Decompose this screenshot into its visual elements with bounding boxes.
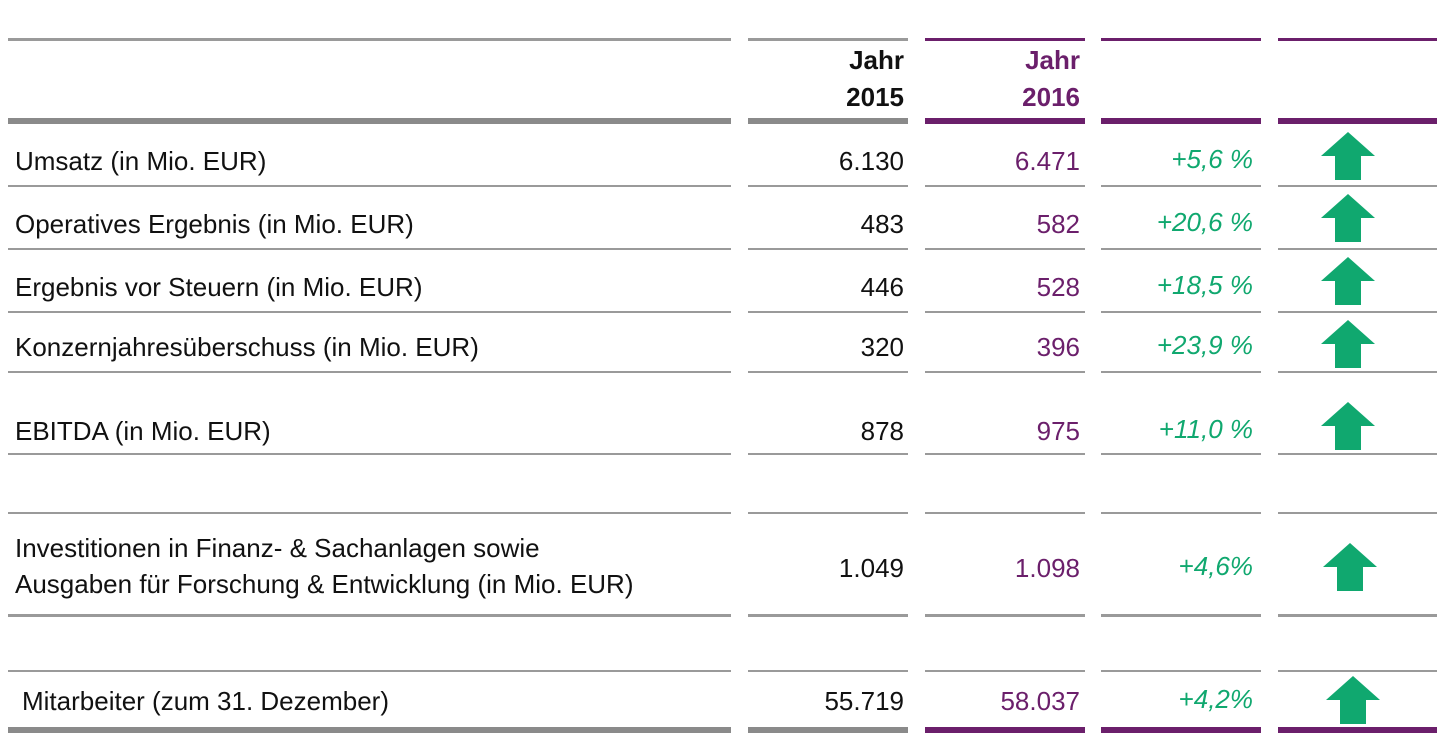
bottom-rule-label [8, 727, 731, 733]
row-change: +23,9 % [1156, 330, 1253, 360]
header-2016-line1: Jahr [1025, 45, 1080, 75]
row-value-2015: 483 [860, 209, 904, 239]
row-rule [748, 311, 908, 313]
row-rule [925, 453, 1085, 455]
row-rule [1278, 311, 1437, 313]
bottom-rule-trend [1278, 727, 1437, 733]
row-value-2016: 58.037 [1000, 686, 1080, 716]
header-2015-line1: Jahr [849, 45, 904, 75]
row-rule [8, 614, 731, 617]
row-rule [1101, 670, 1261, 672]
row-rule [748, 248, 908, 250]
header-2015: Jahr 2015 [846, 42, 904, 116]
row-label: Operatives Ergebnis (in Mio. EUR) [15, 209, 414, 239]
row-rule [1278, 371, 1437, 373]
row-value-2015: 446 [860, 272, 904, 302]
row-value-2015: 1.049 [838, 553, 904, 583]
row-change: +18,5 % [1156, 270, 1253, 300]
row-rule [1101, 248, 1261, 250]
row-label: Mitarbeiter (zum 31. Dezember) [22, 686, 389, 716]
row-value-2015: 878 [860, 416, 904, 446]
up-arrow-icon [1321, 402, 1375, 450]
row-rule [1278, 248, 1437, 250]
top-rule-label [8, 38, 731, 41]
header-rule-trend [1278, 118, 1437, 124]
row-rule [748, 512, 908, 514]
row-rule [1278, 670, 1437, 672]
up-arrow-icon [1326, 676, 1380, 724]
up-arrow-icon [1321, 320, 1375, 368]
top-rule-trend [1278, 38, 1437, 41]
row-change: +5,6 % [1171, 144, 1253, 174]
row-rule [748, 371, 908, 373]
row-value-2016: 528 [1036, 272, 1080, 302]
row-rule [8, 311, 731, 313]
row-rule [8, 670, 731, 672]
row-rule [748, 453, 908, 455]
row-rule [1101, 371, 1261, 373]
row-label: Umsatz (in Mio. EUR) [15, 146, 267, 176]
row-rule [8, 453, 731, 455]
row-rule [748, 614, 908, 617]
header-rule-change [1101, 118, 1261, 124]
row-rule [1278, 512, 1437, 514]
header-2016: Jahr 2016 [1022, 42, 1080, 116]
row-rule [8, 248, 731, 250]
row-rule [925, 371, 1085, 373]
row-rule [925, 248, 1085, 250]
row-value-2015: 55.719 [824, 686, 904, 716]
top-rule-2016 [925, 38, 1085, 41]
header-2015-line2: 2015 [846, 82, 904, 112]
row-rule [748, 185, 908, 187]
row-change: +4,6% [1178, 551, 1253, 581]
bottom-rule-2016 [925, 727, 1085, 733]
up-arrow-icon [1321, 257, 1375, 305]
row-rule [748, 670, 908, 672]
row-value-2016: 1.098 [1014, 553, 1080, 583]
up-arrow-icon [1321, 132, 1375, 180]
row-label-line1: Investitionen in Finanz- & Sachanlagen s… [15, 533, 540, 563]
row-change: +11,0 % [1158, 414, 1253, 444]
row-rule [1101, 512, 1261, 514]
row-change: +20,6 % [1156, 207, 1253, 237]
row-rule [925, 311, 1085, 313]
row-rule [8, 512, 731, 514]
header-rule-2015 [748, 118, 908, 124]
header-rule-2016 [925, 118, 1085, 124]
row-label-line2: Ausgaben für Forschung & Entwicklung (in… [15, 569, 634, 599]
row-rule [925, 614, 1085, 617]
row-rule [1101, 453, 1261, 455]
row-rule [1101, 185, 1261, 187]
row-rule [925, 670, 1085, 672]
row-label: EBITDA (in Mio. EUR) [15, 416, 271, 446]
bottom-rule-change [1101, 727, 1261, 733]
row-rule [1101, 614, 1261, 617]
row-label: Konzernjahresüberschuss (in Mio. EUR) [15, 332, 479, 362]
row-value-2016: 975 [1036, 416, 1080, 446]
row-value-2016: 396 [1036, 332, 1080, 362]
row-rule [925, 512, 1085, 514]
row-value-2016: 582 [1036, 209, 1080, 239]
row-rule [1101, 311, 1261, 313]
up-arrow-icon [1323, 543, 1377, 591]
row-rule [1278, 453, 1437, 455]
up-arrow-icon [1321, 194, 1375, 242]
row-label: Ergebnis vor Steuern (in Mio. EUR) [15, 272, 423, 302]
top-rule-change [1101, 38, 1261, 41]
row-rule [8, 371, 731, 373]
bottom-rule-2015 [748, 727, 908, 733]
row-label: Investitionen in Finanz- & Sachanlagen s… [15, 530, 634, 602]
header-2016-line2: 2016 [1022, 82, 1080, 112]
row-rule [925, 185, 1085, 187]
row-value-2015: 6.130 [838, 146, 904, 176]
row-rule [1278, 614, 1437, 617]
row-rule [8, 185, 731, 187]
top-rule-2015 [748, 38, 908, 41]
row-change: +4,2% [1178, 684, 1253, 714]
row-value-2015: 320 [860, 332, 904, 362]
row-value-2016: 6.471 [1014, 146, 1080, 176]
row-rule [1278, 185, 1437, 187]
header-rule-label [8, 118, 731, 124]
